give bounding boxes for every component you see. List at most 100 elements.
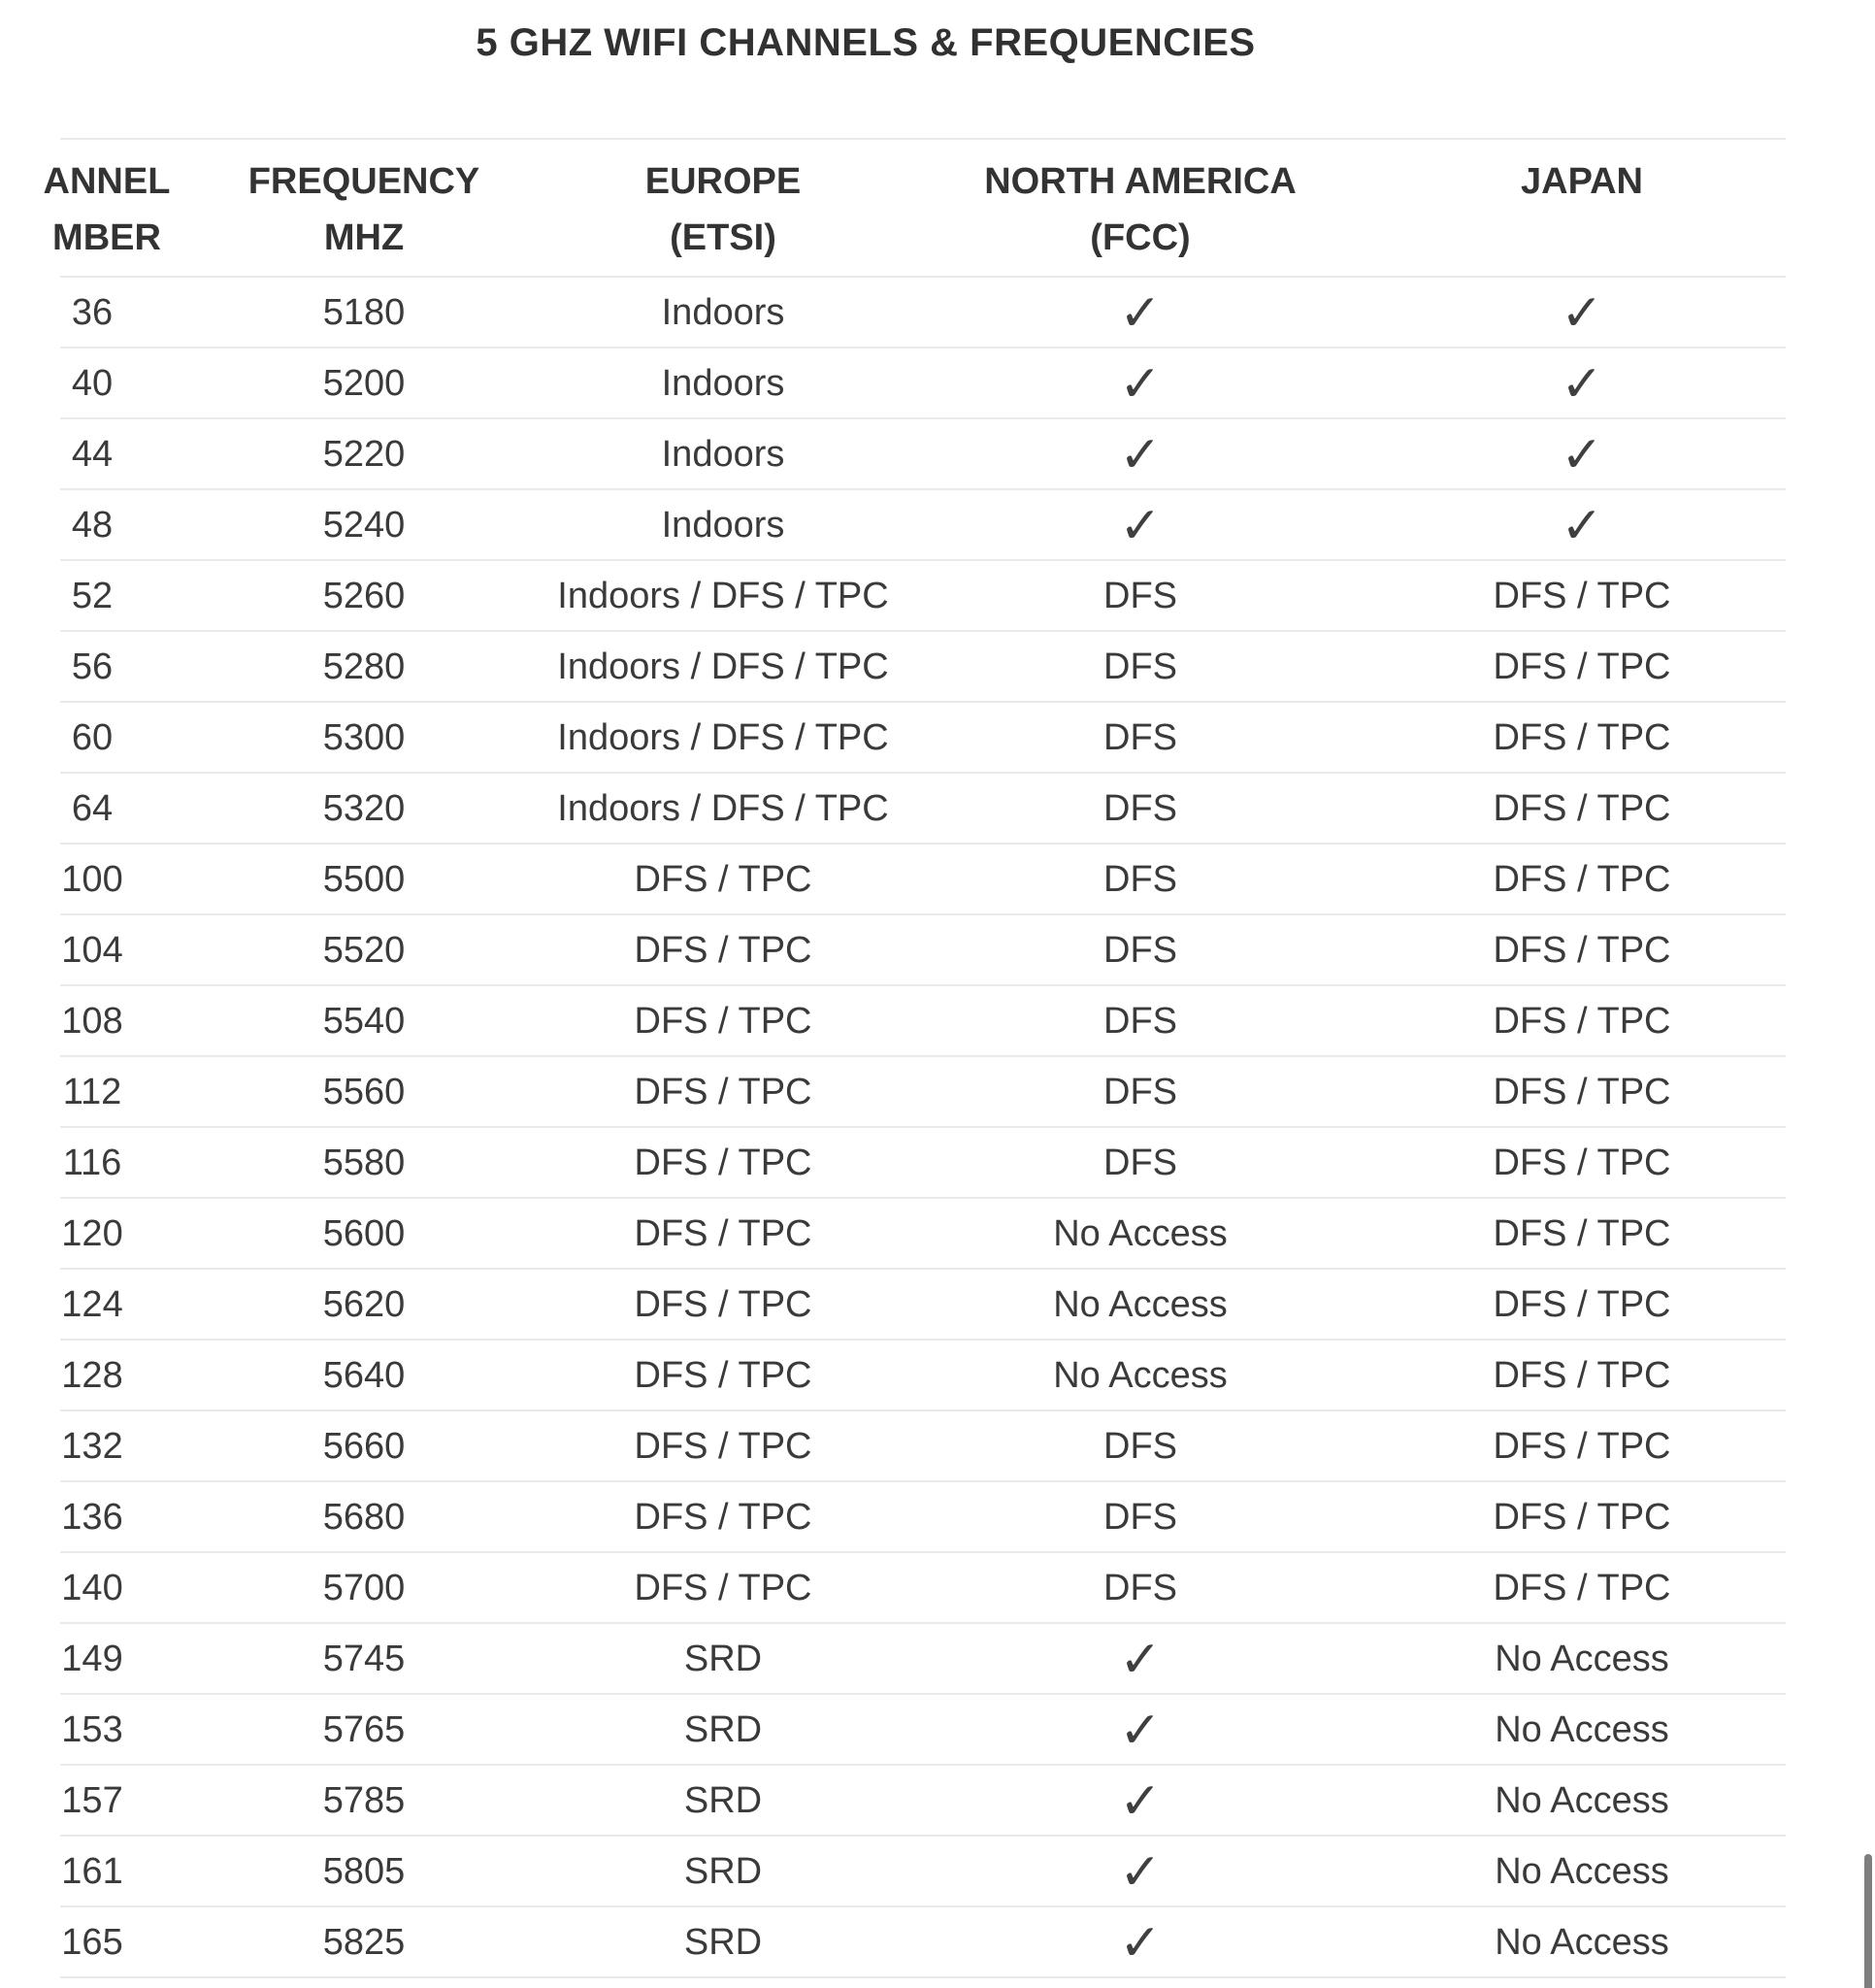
cell-frequency: 5180 (322, 292, 406, 333)
table-body: 36 5180 Indoors ✓ ✓ 40 5200 Indoors ✓ ✓ 44 5220 Indo… (0, 278, 1786, 1978)
cell-north_america: DFS (1103, 788, 1177, 829)
wifi-channels-table: ANNEL MBER FREQUENCY MHZ EUROPE (ETSI) N… (0, 138, 1786, 1978)
cell-channel: 116 (62, 1143, 122, 1183)
cell-europe: Indoors (661, 292, 785, 333)
cell-north_america: No Access (1053, 1284, 1228, 1325)
cell-frequency: 5785 (322, 1780, 406, 1821)
checkmark-icon: ✓ (1119, 1772, 1162, 1831)
cell-channel: 157 (61, 1780, 123, 1821)
cell-channel: 52 (71, 576, 114, 616)
cell-north_america: DFS (1103, 646, 1177, 687)
cell-channel: 136 (61, 1497, 123, 1538)
cell-frequency: 5640 (322, 1355, 406, 1396)
cell-channel: 165 (61, 1922, 123, 1963)
cell-europe: SRD (683, 1780, 763, 1821)
cell-channel: 40 (71, 363, 114, 404)
cell-frequency: 5660 (322, 1426, 406, 1467)
header-europe-etsi: EUROPE (ETSI) (644, 161, 802, 258)
cell-channel: 108 (61, 1001, 123, 1042)
cell-frequency: 5560 (322, 1072, 406, 1112)
cell-japan: DFS / TPC (1493, 1001, 1671, 1042)
cell-frequency: 5600 (322, 1213, 406, 1254)
cell-north_america: DFS (1103, 930, 1177, 971)
cell-frequency: 5280 (322, 646, 406, 687)
checkmark-icon: ✓ (1561, 425, 1603, 484)
table-header-row: ANNEL MBER FREQUENCY MHZ EUROPE (ETSI) N… (0, 140, 1786, 276)
table-row: 112 5560 DFS / TPC DFS DFS / TPC (0, 1057, 1786, 1128)
cell-channel: 124 (61, 1284, 123, 1325)
table-row: 120 5600 DFS / TPC No Access DFS / TPC (0, 1199, 1786, 1270)
cell-frequency: 5680 (322, 1497, 406, 1538)
cell-north_america: DFS (1103, 859, 1177, 900)
vertical-scrollbar-thumb[interactable] (1864, 1854, 1872, 1988)
cell-japan: DFS / TPC (1493, 930, 1671, 971)
cell-frequency: 5220 (322, 434, 406, 475)
cell-channel: 140 (61, 1568, 123, 1608)
cell-europe: DFS / TPC (634, 1568, 812, 1608)
header-japan: JAPAN (1521, 161, 1643, 202)
cell-europe: DFS / TPC (634, 859, 812, 900)
checkmark-icon: ✓ (1119, 283, 1162, 343)
table-row: 48 5240 Indoors ✓ ✓ (0, 490, 1786, 561)
cell-north_america: DFS (1103, 717, 1177, 758)
page-title: 5 GHZ WIFI CHANNELS & FREQUENCIES (476, 21, 1256, 64)
table-row: 116 5580 DFS / TPC DFS DFS / TPC (0, 1128, 1786, 1199)
cell-europe: SRD (683, 1639, 763, 1679)
cell-europe: SRD (683, 1922, 763, 1963)
table-row: 157 5785 SRD ✓ No Access (0, 1766, 1786, 1837)
cell-europe: DFS / TPC (634, 1355, 812, 1396)
cell-channel: 149 (61, 1639, 123, 1679)
cell-north_america: DFS (1103, 1072, 1177, 1112)
table-row: 140 5700 DFS / TPC DFS DFS / TPC (0, 1553, 1786, 1624)
cell-channel: 153 (61, 1709, 123, 1750)
cell-north_america: No Access (1053, 1355, 1228, 1396)
table-row: 64 5320 Indoors / DFS / TPC DFS DFS / TPC (0, 774, 1786, 845)
cell-japan: DFS / TPC (1493, 646, 1671, 687)
cell-europe: Indoors (661, 505, 785, 546)
table-row: 52 5260 Indoors / DFS / TPC DFS DFS / TPC (0, 561, 1786, 632)
cell-europe: SRD (683, 1851, 763, 1892)
cell-japan: DFS / TPC (1493, 1355, 1671, 1396)
cell-europe: DFS / TPC (634, 930, 812, 971)
cell-channel: 112 (62, 1072, 122, 1112)
cell-channel: 161 (61, 1851, 123, 1892)
cell-channel: 132 (61, 1426, 123, 1467)
checkmark-icon: ✓ (1561, 283, 1603, 343)
cell-north_america: DFS (1103, 1001, 1177, 1042)
cell-frequency: 5805 (322, 1851, 406, 1892)
cell-japan: No Access (1495, 1922, 1669, 1963)
cell-frequency: 5620 (322, 1284, 406, 1325)
table-row: 149 5745 SRD ✓ No Access (0, 1624, 1786, 1695)
cell-frequency: 5520 (322, 930, 406, 971)
cell-europe: DFS / TPC (634, 1001, 812, 1042)
cell-channel: 48 (71, 505, 114, 546)
cell-japan: DFS / TPC (1493, 1284, 1671, 1325)
checkmark-icon: ✓ (1561, 496, 1603, 555)
cell-europe: Indoors / DFS / TPC (557, 646, 889, 687)
cell-europe: DFS / TPC (634, 1072, 812, 1112)
cell-frequency: 5300 (322, 717, 406, 758)
table-row: 36 5180 Indoors ✓ ✓ (0, 278, 1786, 348)
table-row: 165 5825 SRD ✓ No Access (0, 1907, 1786, 1978)
cell-frequency: 5240 (322, 505, 406, 546)
table-row: 153 5765 SRD ✓ No Access (0, 1695, 1786, 1766)
cell-japan: DFS / TPC (1493, 859, 1671, 900)
table-row: 60 5300 Indoors / DFS / TPC DFS DFS / TPC (0, 703, 1786, 774)
cell-channel: 120 (61, 1213, 123, 1254)
checkmark-icon: ✓ (1119, 1842, 1162, 1902)
header-bottom-divider (60, 276, 1786, 278)
cell-europe: DFS / TPC (634, 1284, 812, 1325)
cell-frequency: 5580 (322, 1143, 406, 1183)
cell-japan: DFS / TPC (1493, 788, 1671, 829)
checkmark-icon: ✓ (1119, 354, 1162, 414)
header-north-america-fcc: NORTH AMERICA (FCC) (984, 161, 1297, 258)
cell-europe: SRD (683, 1709, 763, 1750)
table-row: 44 5220 Indoors ✓ ✓ (0, 419, 1786, 490)
cell-europe: DFS / TPC (634, 1213, 812, 1254)
checkmark-icon: ✓ (1119, 1701, 1162, 1760)
table-row: 104 5520 DFS / TPC DFS DFS / TPC (0, 915, 1786, 986)
table-row: 108 5540 DFS / TPC DFS DFS / TPC (0, 986, 1786, 1057)
cell-europe: DFS / TPC (634, 1497, 812, 1538)
table-row: 40 5200 Indoors ✓ ✓ (0, 348, 1786, 419)
